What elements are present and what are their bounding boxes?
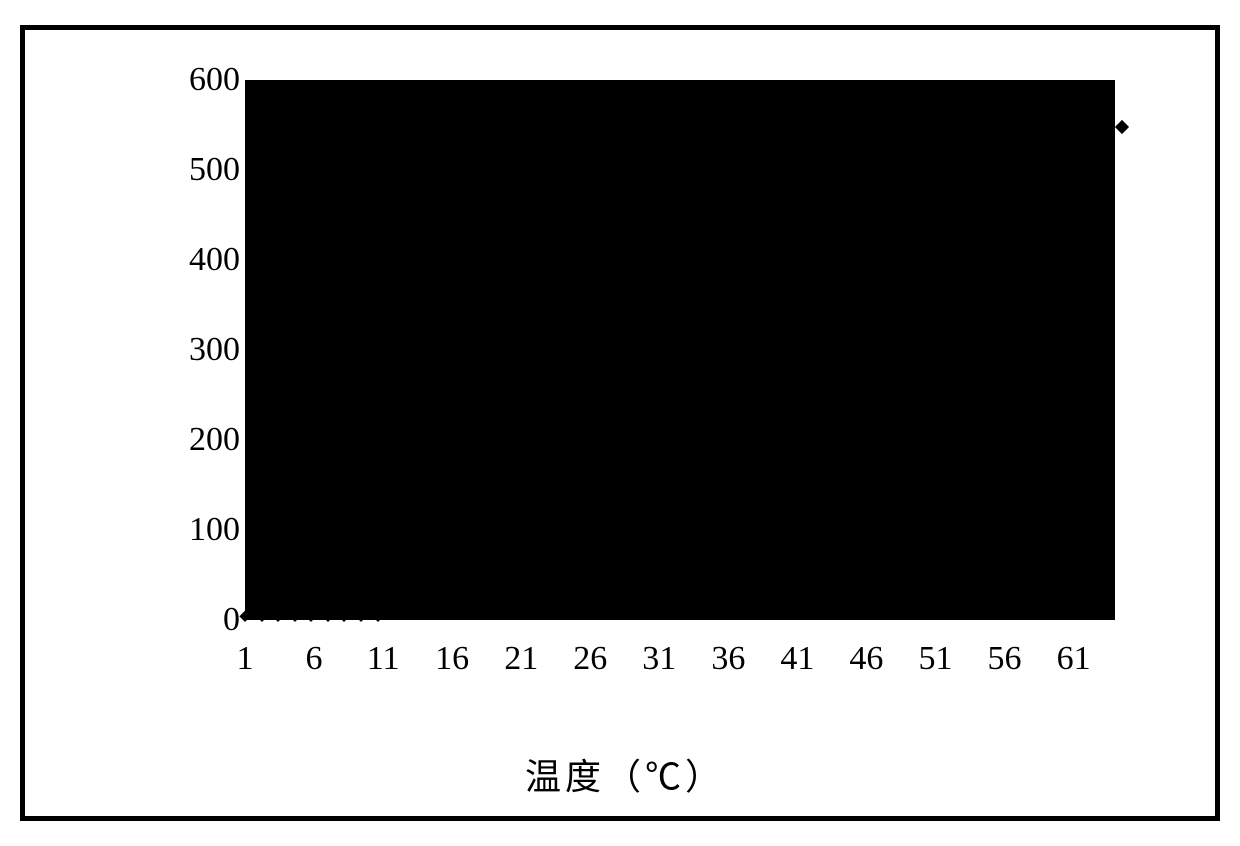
- x-tick: 61: [1057, 640, 1091, 678]
- chart-frame: 含水量（g/kg干空气） 0100200300400500600 1611162…: [20, 25, 1220, 821]
- y-tick: 400: [150, 241, 240, 279]
- x-tick: 36: [711, 640, 745, 678]
- plot-area: [245, 80, 1115, 620]
- y-tick: 600: [150, 61, 240, 99]
- x-tick: 16: [435, 640, 469, 678]
- x-tick: 51: [918, 640, 952, 678]
- plot-box: [245, 80, 1115, 620]
- x-tick: 11: [367, 640, 400, 678]
- x-tick: 31: [642, 640, 676, 678]
- y-tick: 0: [150, 601, 240, 639]
- x-tick: 21: [504, 640, 538, 678]
- x-tick: 56: [988, 640, 1022, 678]
- x-axis-label: 温度（℃）: [525, 748, 725, 800]
- x-tick: 46: [849, 640, 883, 678]
- y-axis-ticks: 0100200300400500600: [150, 80, 240, 620]
- x-tick: 41: [780, 640, 814, 678]
- y-tick: 500: [150, 151, 240, 189]
- y-tick: 300: [150, 331, 240, 369]
- y-tick: 200: [150, 421, 240, 459]
- x-axis-ticks: 161116212631364146515661: [245, 640, 1115, 680]
- x-tick: 6: [306, 640, 323, 678]
- y-tick: 100: [150, 511, 240, 549]
- x-tick: 1: [237, 640, 254, 678]
- x-tick: 26: [573, 640, 607, 678]
- chart-container: 含水量（g/kg干空气） 0100200300400500600 1611162…: [75, 70, 1175, 790]
- far-right-marker: [1115, 120, 1129, 134]
